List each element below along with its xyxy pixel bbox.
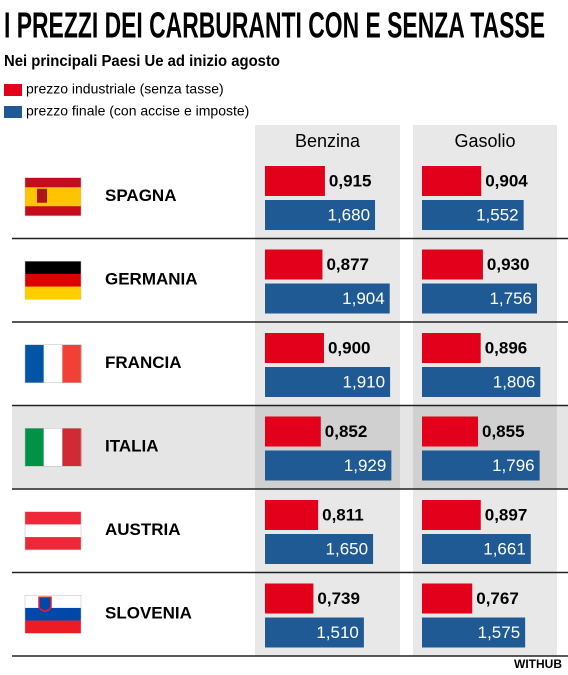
category-label: SPAGNA: [105, 186, 176, 205]
bar: [422, 450, 540, 481]
chart-subtitle: Nei principali Paesi Ue ad inizio agosto: [4, 53, 280, 70]
bar: [422, 416, 479, 447]
value-label: 1,806: [493, 372, 536, 391]
legend-label: prezzo industriale (senza tasse): [26, 81, 224, 97]
flag-stripe: [25, 511, 81, 525]
value-label: 1,756: [489, 289, 532, 308]
value-label: 1,552: [476, 205, 519, 224]
bar: [422, 333, 481, 363]
legend-swatch: [4, 106, 22, 118]
bar: [422, 249, 483, 280]
value-label: 0,877: [326, 255, 369, 274]
bar: [422, 283, 538, 314]
bar: [265, 450, 392, 481]
legend-swatch: [4, 84, 22, 96]
flag-stripe: [25, 428, 45, 467]
flag-stripe: [25, 607, 81, 621]
flag-emblem: [37, 188, 47, 203]
chart-title: I PREZZI DEI CARBURANTI CON E SENZA TASS…: [4, 5, 545, 46]
flag-stripe: [25, 620, 81, 634]
flag-stripe: [25, 273, 81, 287]
flag-stripe: [25, 524, 81, 538]
flag-stripe: [62, 344, 82, 383]
bar: [265, 534, 374, 564]
bar: [265, 583, 314, 614]
flag-stripe: [25, 286, 81, 300]
value-label: 1,796: [492, 456, 535, 475]
flag-border: [24, 177, 82, 216]
flag-stripe: [25, 537, 81, 551]
value-label: 0,900: [328, 338, 371, 357]
bar: [422, 534, 531, 564]
bar: [265, 283, 390, 314]
flag-border: [24, 344, 82, 383]
bar: [265, 333, 324, 363]
flag-border: [24, 595, 82, 634]
value-label: 0,930: [487, 255, 530, 274]
flag-stripe: [43, 344, 63, 383]
value-label: 0,855: [482, 422, 525, 441]
bar: [265, 500, 319, 530]
column-header: Gasolio: [454, 131, 515, 151]
value-label: 0,904: [485, 171, 528, 190]
value-label: 1,661: [483, 539, 526, 558]
bar: [422, 500, 481, 530]
category-label: FRANCIA: [105, 353, 182, 372]
flag-stripe: [25, 206, 81, 217]
flag-border: [24, 428, 82, 467]
value-label: 0,852: [325, 422, 368, 441]
value-label: 0,897: [485, 505, 528, 524]
flag-stripe: [25, 344, 45, 383]
bar: [422, 166, 482, 196]
bar: [265, 367, 391, 397]
flag-stripe: [43, 428, 63, 467]
value-label: 0,915: [329, 171, 372, 190]
bar: [422, 200, 524, 230]
value-label: 0,767: [476, 589, 519, 608]
flag-emblem: [38, 596, 52, 612]
value-label: 0,811: [322, 505, 364, 524]
bar: [422, 367, 541, 397]
value-label: 0,896: [485, 338, 528, 357]
category-label: AUSTRIA: [105, 520, 181, 539]
value-label: 1,510: [316, 623, 359, 642]
flag-stripe: [62, 428, 82, 467]
flag-stripe: [25, 261, 81, 275]
column-header: Benzina: [295, 131, 361, 151]
value-label: 1,904: [342, 289, 385, 308]
bar: [422, 617, 526, 648]
value-label: 0,739: [317, 589, 360, 608]
flag-border: [24, 511, 82, 550]
source: WITHUB: [514, 657, 562, 671]
bar: [265, 416, 321, 447]
value-label: 1,910: [343, 372, 386, 391]
value-label: 1,575: [478, 623, 521, 642]
value-label: 1,929: [344, 456, 387, 475]
flag-stripe: [25, 595, 81, 609]
category-label: GERMANIA: [105, 270, 198, 289]
flag-stripe: [25, 177, 81, 188]
category-label: ITALIA: [105, 437, 159, 456]
bar: [422, 583, 473, 614]
bar: [265, 617, 364, 648]
flag-stripe: [25, 187, 81, 207]
bar: [265, 166, 325, 196]
bar: [265, 200, 376, 230]
flag-border: [24, 261, 82, 300]
value-label: 1,680: [327, 205, 370, 224]
legend-label: prezzo finale (con accise e imposte): [26, 103, 249, 119]
bar: [265, 249, 323, 280]
category-label: SLOVENIA: [105, 604, 192, 623]
value-label: 1,650: [326, 539, 369, 558]
